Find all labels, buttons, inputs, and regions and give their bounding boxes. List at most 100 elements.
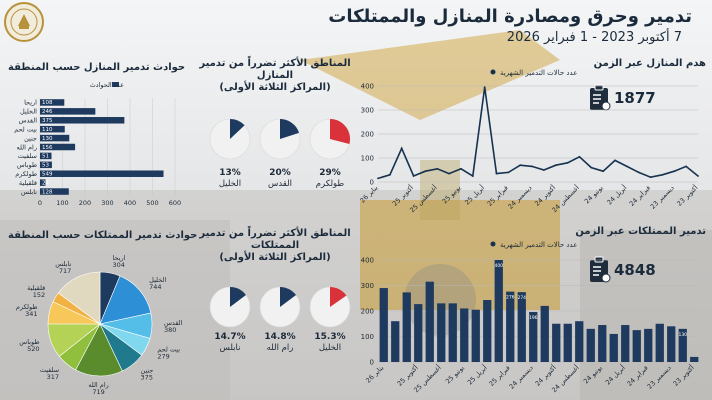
houses-region-category: طولكرم <box>15 170 37 178</box>
houses-data-point <box>448 172 451 175</box>
houses-region-bar <box>40 143 76 151</box>
houses-region-x-tick: 100 <box>56 199 68 207</box>
houses-total: 1877 <box>614 89 656 107</box>
houses-top-labels: 29% طولكرم 20% القدس 13% الخليل <box>200 168 360 198</box>
property-bar <box>552 323 561 362</box>
houses-x-tick: أبريل 24 <box>605 183 629 207</box>
houses-region-category: القدس <box>19 117 38 125</box>
houses-region-bar-value: 128 <box>42 189 53 195</box>
property-bar <box>598 325 607 362</box>
houses-data-point <box>388 173 391 176</box>
property-x-tick: أبريل 25 <box>465 363 489 387</box>
houses-data-point <box>625 165 628 168</box>
houses-x-tick: يناير 26 <box>359 184 380 205</box>
houses-series-line <box>377 87 699 180</box>
property-x-tick: يناير 26 <box>364 364 385 385</box>
property-x-tick: يونيو 25 <box>444 364 466 386</box>
houses-top-pie-slice <box>330 119 350 144</box>
property-top-item: 15.3% الخليل <box>305 332 355 354</box>
property-top-pies <box>209 286 351 328</box>
houses-y-tick: 300 <box>361 107 374 115</box>
houses-top-item: 13% الخليل <box>205 168 255 190</box>
houses-region-bar <box>40 108 96 115</box>
property-y-tick: 300 <box>361 282 374 290</box>
property-pie-label: رام الله <box>88 381 108 389</box>
property-bar <box>448 303 457 362</box>
houses-region-x-tick: 600 <box>169 199 181 207</box>
houses-data-point <box>400 147 403 150</box>
property-pie-slice <box>99 275 152 325</box>
property-top-pie-slice <box>330 287 347 307</box>
houses-region-bar-value: 246 <box>42 109 53 115</box>
property-y-tick: 400 <box>361 257 374 265</box>
houses-region-category: نابلس <box>21 188 37 196</box>
houses-x-tick: يونيو 25 <box>441 184 463 206</box>
legend-dot <box>490 69 496 75</box>
houses-region-bar <box>40 125 65 133</box>
houses-top-title-text: المناطق الأكثر تضرراً من تدمير المنازل <box>199 58 351 81</box>
houses-data-point <box>531 165 533 168</box>
houses-region-bar <box>40 99 65 106</box>
houses-data-point <box>649 176 652 179</box>
property-top-pct: 14.8% <box>264 332 296 342</box>
property-top-subtitle: (المراكز الثلاثة الأولى) <box>219 252 331 263</box>
houses-region-bar-value: 156 <box>42 145 53 151</box>
property-y-tick: 0 <box>370 359 374 367</box>
houses-timeline-title: هدم المنازل عبر الزمن <box>593 58 706 69</box>
property-pie-value: 341 <box>25 310 37 318</box>
houses-x-tick: ديسمبر 23 <box>649 184 676 211</box>
houses-data-point <box>661 173 664 176</box>
page-subtitle: 7 أكتوبر 2023 - 1 فبراير 2026 <box>506 30 682 45</box>
property-bar <box>644 328 653 362</box>
houses-region-category: طوباس <box>17 161 37 169</box>
property-bar <box>471 309 480 362</box>
houses-region-category: اريحا <box>24 99 37 107</box>
property-pie-label: جنين <box>141 367 154 375</box>
property-bar <box>690 356 699 362</box>
houses-region-x-tick: 500 <box>146 199 158 207</box>
property-top-item: 14.7% نابلس <box>205 332 255 354</box>
property-x-tick: ديسمبر 23 <box>646 364 673 391</box>
houses-region-bar-value: 375 <box>42 118 53 124</box>
houses-region-category: بيت لحم <box>14 125 37 133</box>
property-pie-slice <box>75 323 123 377</box>
houses-data-point <box>377 177 379 180</box>
property-top-pie-slice <box>230 287 246 307</box>
houses-data-point <box>519 164 522 167</box>
houses-data-point <box>637 171 640 174</box>
property-bar <box>494 260 503 362</box>
houses-region-bar-value: 110 <box>42 127 53 133</box>
property-top-labels: 15.3% الخليل 14.8% رام الله 14.7% نابلس <box>200 332 360 362</box>
property-pie-label: طوباس <box>19 338 39 346</box>
houses-top-pies <box>209 118 351 160</box>
houses-region-category: سلفيت <box>18 152 37 160</box>
property-pie-value: 279 <box>157 352 169 360</box>
property-bar <box>540 305 549 362</box>
houses-top-label: طولكرم <box>315 179 345 189</box>
houses-y-tick: 100 <box>361 155 374 163</box>
houses-y-tick: 200 <box>361 131 374 139</box>
houses-region-bar-value: 549 <box>42 171 53 177</box>
clipboard-icon <box>590 256 611 283</box>
property-bar-value: 130 <box>678 332 687 338</box>
houses-region-legend: عدد الحوادث <box>90 81 125 89</box>
houses-region-x-tick: 300 <box>101 199 113 207</box>
property-pie-label: سلفيت <box>40 366 59 374</box>
property-pie-value: 520 <box>27 345 39 353</box>
property-bar <box>586 328 595 362</box>
houses-data-point <box>590 166 593 169</box>
houses-data-point <box>483 86 486 89</box>
property-bar <box>414 304 423 362</box>
houses-data-point <box>614 159 616 162</box>
property-top-label: نابلس <box>219 343 241 353</box>
houses-y-tick: 400 <box>361 83 374 91</box>
houses-x-tick: يونيو 24 <box>583 184 605 206</box>
property-pie-label: اريحا <box>113 254 126 262</box>
legend-dot <box>490 241 496 247</box>
houses-region-category: جنين <box>24 134 37 142</box>
houses-data-point <box>578 155 581 158</box>
houses-region-bar <box>40 179 46 186</box>
property-pie-value: 304 <box>113 261 125 269</box>
